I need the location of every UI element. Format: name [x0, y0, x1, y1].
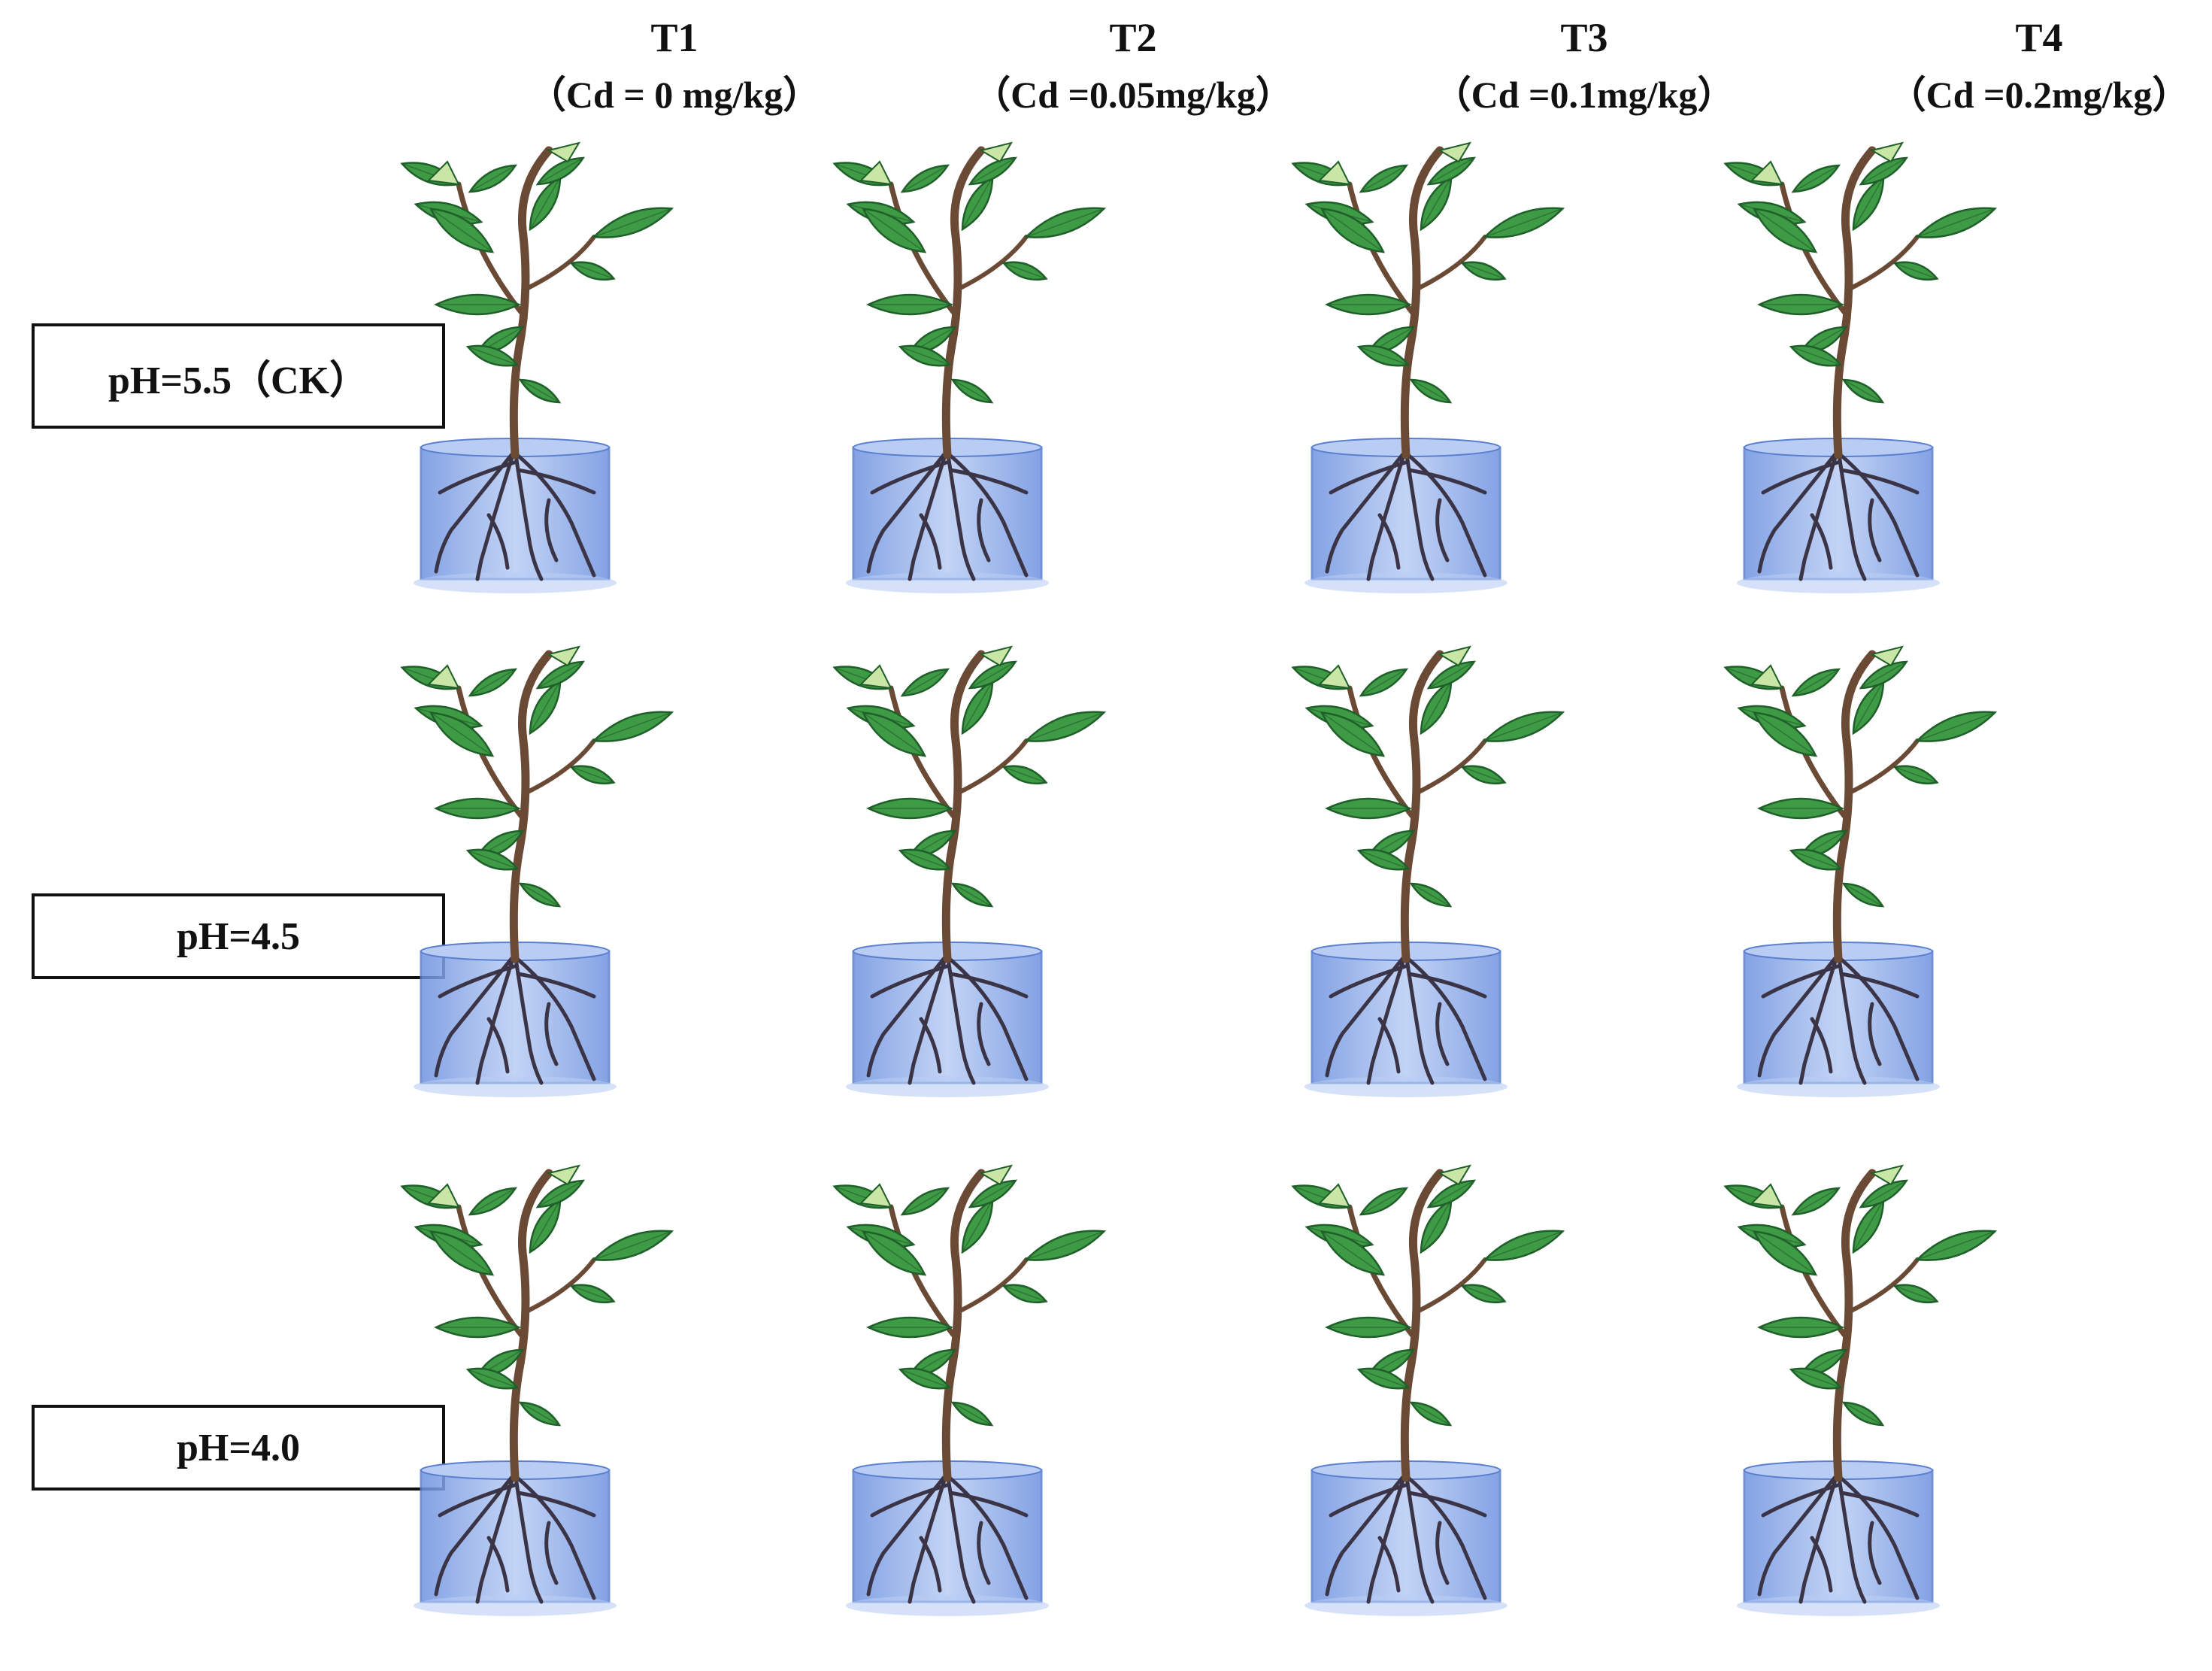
- column-header-t2: T2 （Cd =0.05mg/kg）: [908, 15, 1359, 117]
- column-label: T1: [650, 15, 698, 60]
- column-header-t3: T3 （Cd =0.1mg/kg）: [1359, 15, 1810, 117]
- column-label: T3: [1560, 15, 1608, 60]
- plant-illustration: [1692, 1162, 2007, 1621]
- plant-illustration: [801, 643, 1117, 1102]
- plant-illustration: [1692, 643, 2007, 1102]
- row-label-ph-5-5: pH=5.5（CK）: [32, 323, 445, 429]
- plant-illustration: [801, 139, 1117, 598]
- plant-illustration: [1259, 1162, 1575, 1621]
- column-condition: （Cd =0.2mg/kg）: [1888, 74, 2190, 116]
- plant-illustration: [368, 139, 684, 598]
- plant-illustration: [1692, 139, 2007, 598]
- plant-illustration: [801, 1162, 1117, 1621]
- column-header-t1: T1 （Cd = 0 mg/kg）: [449, 15, 900, 117]
- row-label-ph-4-5: pH=4.5: [32, 893, 445, 979]
- plant-illustration: [368, 643, 684, 1102]
- column-condition: （Cd = 0 mg/kg）: [528, 74, 821, 116]
- plant-illustration: [368, 1162, 684, 1621]
- column-header-t4: T4 （Cd =0.2mg/kg）: [1814, 15, 2212, 117]
- plant-illustration: [1259, 139, 1575, 598]
- plant-illustration: [1259, 643, 1575, 1102]
- column-condition: （Cd =0.05mg/kg）: [973, 74, 1293, 116]
- column-condition: （Cd =0.1mg/kg）: [1433, 74, 1735, 116]
- row-label-ph-4-0: pH=4.0: [32, 1405, 445, 1491]
- column-label: T4: [2015, 15, 2063, 60]
- column-label: T2: [1109, 15, 1157, 60]
